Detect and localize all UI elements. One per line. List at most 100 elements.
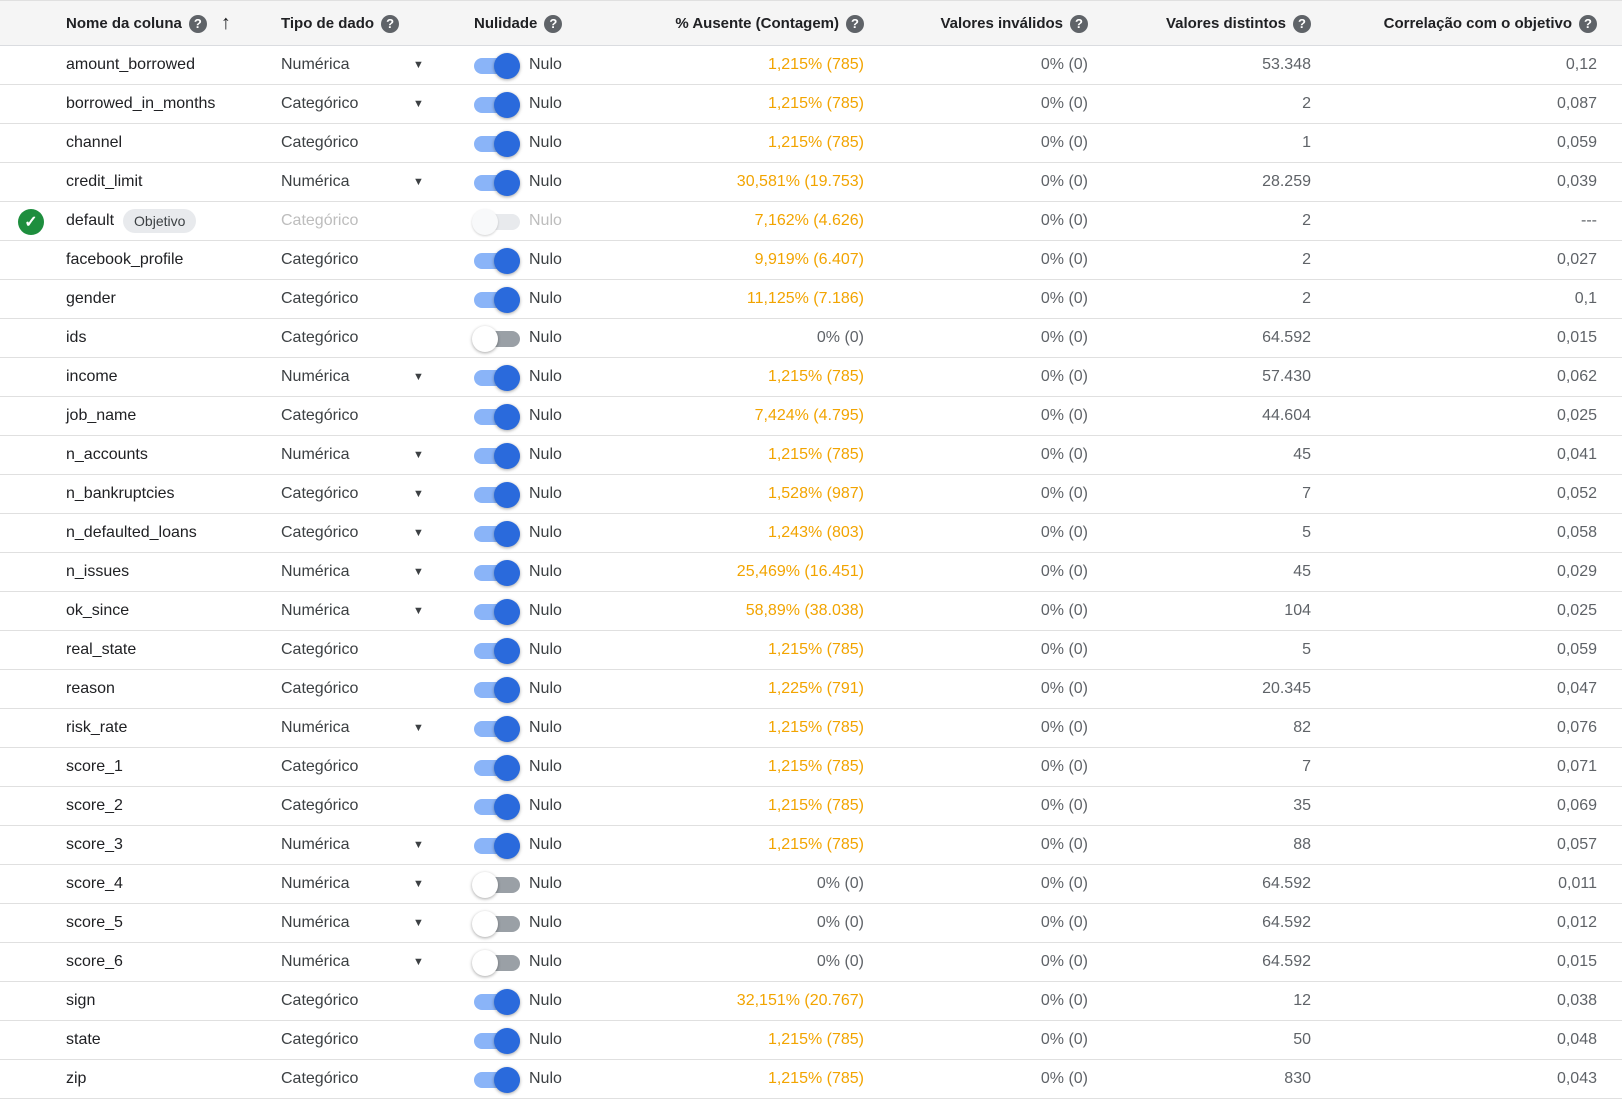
nullable-toggle[interactable]	[474, 131, 520, 157]
nullable-toggle[interactable]	[474, 92, 520, 118]
nullable-toggle[interactable]	[474, 599, 520, 625]
dropdown-arrow-icon[interactable]: ▼	[413, 722, 424, 734]
dropdown-arrow-icon[interactable]: ▼	[413, 839, 424, 851]
correlation-value: 0,047	[1556, 680, 1597, 697]
table-row[interactable]: sign Categórico Nulo 32,151% (20.767) 0% (0)…	[0, 982, 1622, 1021]
data-type-select[interactable]: Numérica	[281, 914, 350, 931]
help-icon[interactable]: ?	[544, 14, 563, 33]
dropdown-arrow-icon[interactable]: ▼	[413, 371, 424, 383]
dropdown-arrow-icon[interactable]: ▼	[413, 98, 424, 110]
help-icon[interactable]: ?	[1579, 14, 1597, 33]
data-type-select[interactable]: Numérica	[281, 368, 350, 385]
column-name-cell: ok_since	[66, 592, 129, 630]
nullable-toggle[interactable]	[472, 911, 520, 937]
nullable-toggle[interactable]	[474, 53, 520, 79]
table-row[interactable]: gender Categórico Nulo 11,125% (7.186) 0% (0…	[0, 280, 1622, 319]
nullable-toggle[interactable]	[474, 989, 520, 1015]
data-type-select[interactable]: Numérica	[281, 719, 350, 736]
nullable-toggle[interactable]	[474, 638, 520, 664]
nullable-toggle[interactable]	[472, 872, 520, 898]
dropdown-arrow-icon[interactable]: ▼	[413, 878, 424, 890]
table-row[interactable]: credit_limit Numérica ▼ Nulo 30,581% (19.753…	[0, 163, 1622, 202]
dropdown-arrow-icon[interactable]: ▼	[413, 956, 424, 968]
data-type-select[interactable]: Numérica	[281, 875, 350, 892]
dropdown-arrow-icon[interactable]: ▼	[413, 917, 424, 929]
dropdown-arrow-icon[interactable]: ▼	[413, 59, 424, 71]
data-type-select[interactable]: Numérica	[281, 563, 350, 580]
column-name-cell: amount_borrowed	[66, 46, 195, 84]
table-row[interactable]: zip Categórico Nulo 1,215% (785) 0% (0) 830 0,…	[0, 1060, 1622, 1099]
nullable-toggle[interactable]	[472, 950, 520, 976]
toggle-knob	[494, 560, 520, 586]
nullable-toggle[interactable]	[474, 482, 520, 508]
toggle-knob	[494, 53, 520, 79]
nullable-toggle[interactable]	[474, 794, 520, 820]
dropdown-arrow-icon[interactable]: ▼	[413, 566, 424, 578]
table-row[interactable]: channel Categórico Nulo 1,215% (785) 0% (0) 1…	[0, 124, 1622, 163]
nullable-toggle[interactable]	[474, 365, 520, 391]
dropdown-arrow-icon[interactable]: ▼	[413, 527, 424, 539]
nullable-toggle[interactable]	[474, 716, 520, 742]
table-row[interactable]: amount_borrowed Numérica ▼ Nulo 1,215% (785)…	[0, 46, 1622, 85]
data-type-select[interactable]: Categórico	[281, 95, 359, 112]
data-type-select[interactable]: Categórico	[281, 524, 359, 541]
nullable-toggle[interactable]	[472, 326, 520, 352]
table-row[interactable]: risk_rate Numérica ▼ Nulo 1,215% (785) 0% (0)…	[0, 709, 1622, 748]
dropdown-arrow-icon[interactable]: ▼	[413, 449, 424, 461]
distinct-value: 88	[1293, 836, 1311, 853]
nullable-toggle[interactable]	[474, 1028, 520, 1054]
nullable-toggle[interactable]	[474, 677, 520, 703]
help-icon[interactable]: ?	[1293, 14, 1311, 33]
data-type-select[interactable]: Numérica	[281, 56, 350, 73]
table-row[interactable]: real_state Categórico Nulo 1,215% (785) 0% (…	[0, 631, 1622, 670]
table-row[interactable]: job_name Categórico Nulo 7,424% (4.795) 0% (…	[0, 397, 1622, 436]
table-row[interactable]: ok_since Numérica ▼ Nulo 58,89% (38.038) 0% (…	[0, 592, 1622, 631]
table-row[interactable]: state Categórico Nulo 1,215% (785) 0% (0) 50 0…	[0, 1021, 1622, 1060]
table-row[interactable]: income Numérica ▼ Nulo 1,215% (785) 0% (0) 57.…	[0, 358, 1622, 397]
data-type-select[interactable]: Numérica	[281, 446, 350, 463]
data-type-select[interactable]: Categórico	[281, 485, 359, 502]
table-row[interactable]: borrowed_in_months Categórico ▼ Nulo 1,215% …	[0, 85, 1622, 124]
data-type-select[interactable]: Numérica	[281, 836, 350, 853]
table-row[interactable]: reason Categórico Nulo 1,225% (791) 0% (0) 20…	[0, 670, 1622, 709]
table-row[interactable]: n_issues Numérica ▼ Nulo 25,469% (16.451) 0% …	[0, 553, 1622, 592]
data-type-select[interactable]: Numérica	[281, 173, 350, 190]
table-row[interactable]: score_2 Categórico Nulo 1,215% (785) 0% (0) 3…	[0, 787, 1622, 826]
nullable-toggle-cell	[474, 748, 520, 786]
table-row[interactable]: score_1 Categórico Nulo 1,215% (785) 0% (0) 7…	[0, 748, 1622, 787]
data-type-select[interactable]: Numérica	[281, 602, 350, 619]
table-row[interactable]: n_bankruptcies Categórico ▼ Nulo 1,528% (987…	[0, 475, 1622, 514]
data-type-select[interactable]: Numérica	[281, 953, 350, 970]
help-icon[interactable]: ?	[188, 14, 207, 33]
table-row[interactable]: ids Categórico Nulo 0% (0) 0% (0) 64.592 0,015	[0, 319, 1622, 358]
table-row[interactable]: n_defaulted_loans Categórico ▼ Nulo 1,243% (…	[0, 514, 1622, 553]
column-name: income	[66, 368, 118, 385]
sort-ascending-icon[interactable]: ↑	[220, 12, 231, 34]
table-row[interactable]: score_4 Numérica ▼ Nulo 0% (0) 0% (0) 64.592 0,…	[0, 865, 1622, 904]
nullable-toggle[interactable]	[474, 755, 520, 781]
distinct-value: 5	[1302, 524, 1311, 541]
nullable-toggle[interactable]	[474, 560, 520, 586]
nullable-toggle[interactable]	[474, 833, 520, 859]
column-name-cell: n_issues	[66, 553, 129, 591]
help-icon[interactable]: ?	[381, 14, 400, 33]
table-row[interactable]: ✓ default Objetivo Categórico Nulo 7,162% (4.…	[0, 202, 1622, 241]
table-row[interactable]: score_5 Numérica ▼ Nulo 0% (0) 0% (0) 64.592 0,…	[0, 904, 1622, 943]
help-icon[interactable]: ?	[1070, 14, 1088, 33]
header-column-name[interactable]: Nome da coluna ? ↑	[66, 1, 231, 46]
table-row[interactable]: score_6 Numérica ▼ Nulo 0% (0) 0% (0) 64.592 0,…	[0, 943, 1622, 982]
nullable-toggle[interactable]	[474, 170, 520, 196]
table-row[interactable]: score_3 Numérica ▼ Nulo 1,215% (785) 0% (0) 88…	[0, 826, 1622, 865]
nullable-toggle[interactable]	[474, 521, 520, 547]
nullable-toggle[interactable]	[474, 404, 520, 430]
help-icon[interactable]: ?	[846, 14, 864, 33]
nullable-toggle[interactable]	[474, 287, 520, 313]
dropdown-arrow-icon[interactable]: ▼	[413, 176, 424, 188]
nullable-toggle[interactable]	[474, 443, 520, 469]
dropdown-arrow-icon[interactable]: ▼	[413, 605, 424, 617]
table-row[interactable]: facebook_profile Categórico Nulo 9,919% (6.…	[0, 241, 1622, 280]
table-row[interactable]: n_accounts Numérica ▼ Nulo 1,215% (785) 0% (0…	[0, 436, 1622, 475]
nullable-toggle[interactable]	[474, 1067, 520, 1093]
nullable-toggle[interactable]	[474, 248, 520, 274]
dropdown-arrow-icon[interactable]: ▼	[413, 488, 424, 500]
